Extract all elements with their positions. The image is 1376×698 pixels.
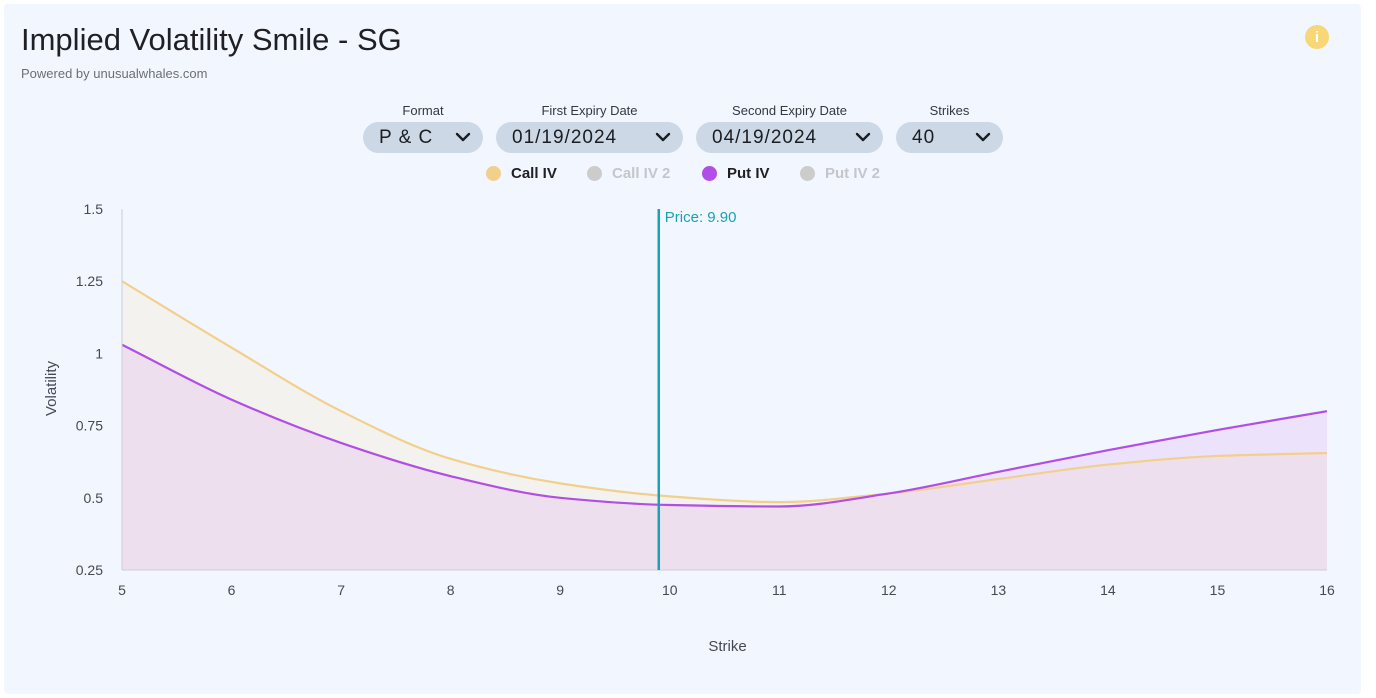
x-tick-label: 9 [556,582,564,598]
legend-put-iv[interactable]: Put IV [702,163,770,183]
y-axis-title: Volatility [43,360,60,416]
x-tick-label: 7 [337,582,345,598]
second-expiry-label: Second Expiry Date [732,103,847,118]
x-tick-label: 12 [881,582,897,598]
x-tick-label: 16 [1319,582,1335,598]
chevron-down-icon [455,132,471,142]
y-tick-label: 1 [95,345,103,361]
strikes-select[interactable]: 40 [896,122,1003,153]
info-glyph: i [1314,28,1320,46]
x-tick-label: 14 [1100,582,1116,598]
format-label: Format [402,103,444,118]
chevron-down-icon [855,132,871,142]
strikes-label: Strikes [929,103,970,118]
x-tick-label: 5 [118,582,126,598]
x-axis-title: Strike [708,638,746,655]
y-tick-label: 1.5 [84,201,104,217]
x-tick-label: 6 [228,582,236,598]
legend-call-iv[interactable]: Call IV [486,163,557,183]
strikes-value: 40 [912,126,936,148]
x-tick-label: 13 [991,582,1007,598]
powered-by-text: Powered by unusualwhales.com [21,66,208,81]
first-expiry-select[interactable]: 01/19/2024 [496,122,683,153]
first-expiry-value: 01/19/2024 [512,126,618,148]
chevron-down-icon [655,132,671,142]
legend-dot-put-iv [702,165,717,181]
x-tick-label: 11 [772,582,787,598]
legend-label-put-iv-2: Put IV 2 [825,164,881,182]
series-area-put-iv [122,344,1327,570]
legend-label-call-iv-2: Call IV 2 [612,164,671,182]
y-tick-label: 0.75 [76,418,103,434]
x-tick-label: 10 [662,582,678,598]
x-tick-label: 15 [1210,582,1226,598]
format-select[interactable]: P & C [363,122,483,153]
y-tick-label: 0.5 [84,490,104,506]
price-label: Price: 9.90 [665,209,737,226]
legend-call-iv-2[interactable]: Call IV 2 [587,163,670,183]
legend-dot-call-iv [486,165,501,181]
chevron-down-icon [975,132,991,142]
legend-label-put-iv: Put IV [727,164,770,182]
info-icon[interactable]: i [1305,25,1329,49]
series-area-call-iv [122,281,1327,570]
second-expiry-select[interactable]: 04/19/2024 [696,122,883,153]
format-value: P & C [379,126,434,148]
second-expiry-value: 04/19/2024 [712,126,818,148]
y-tick-label: 0.25 [76,562,103,578]
legend-dot-put-iv-2 [800,165,815,181]
y-tick-label: 1.25 [76,273,103,289]
legend-dot-call-iv-2 [587,165,602,181]
x-tick-label: 8 [447,582,455,598]
page-title: Implied Volatility Smile - SG [21,22,402,57]
legend-put-iv-2[interactable]: Put IV 2 [800,163,880,183]
series-line-call-iv [121,280,1328,504]
first-expiry-label: First Expiry Date [541,103,638,118]
series-line-put-iv [121,343,1328,508]
legend-label-call-iv: Call IV [511,164,557,182]
